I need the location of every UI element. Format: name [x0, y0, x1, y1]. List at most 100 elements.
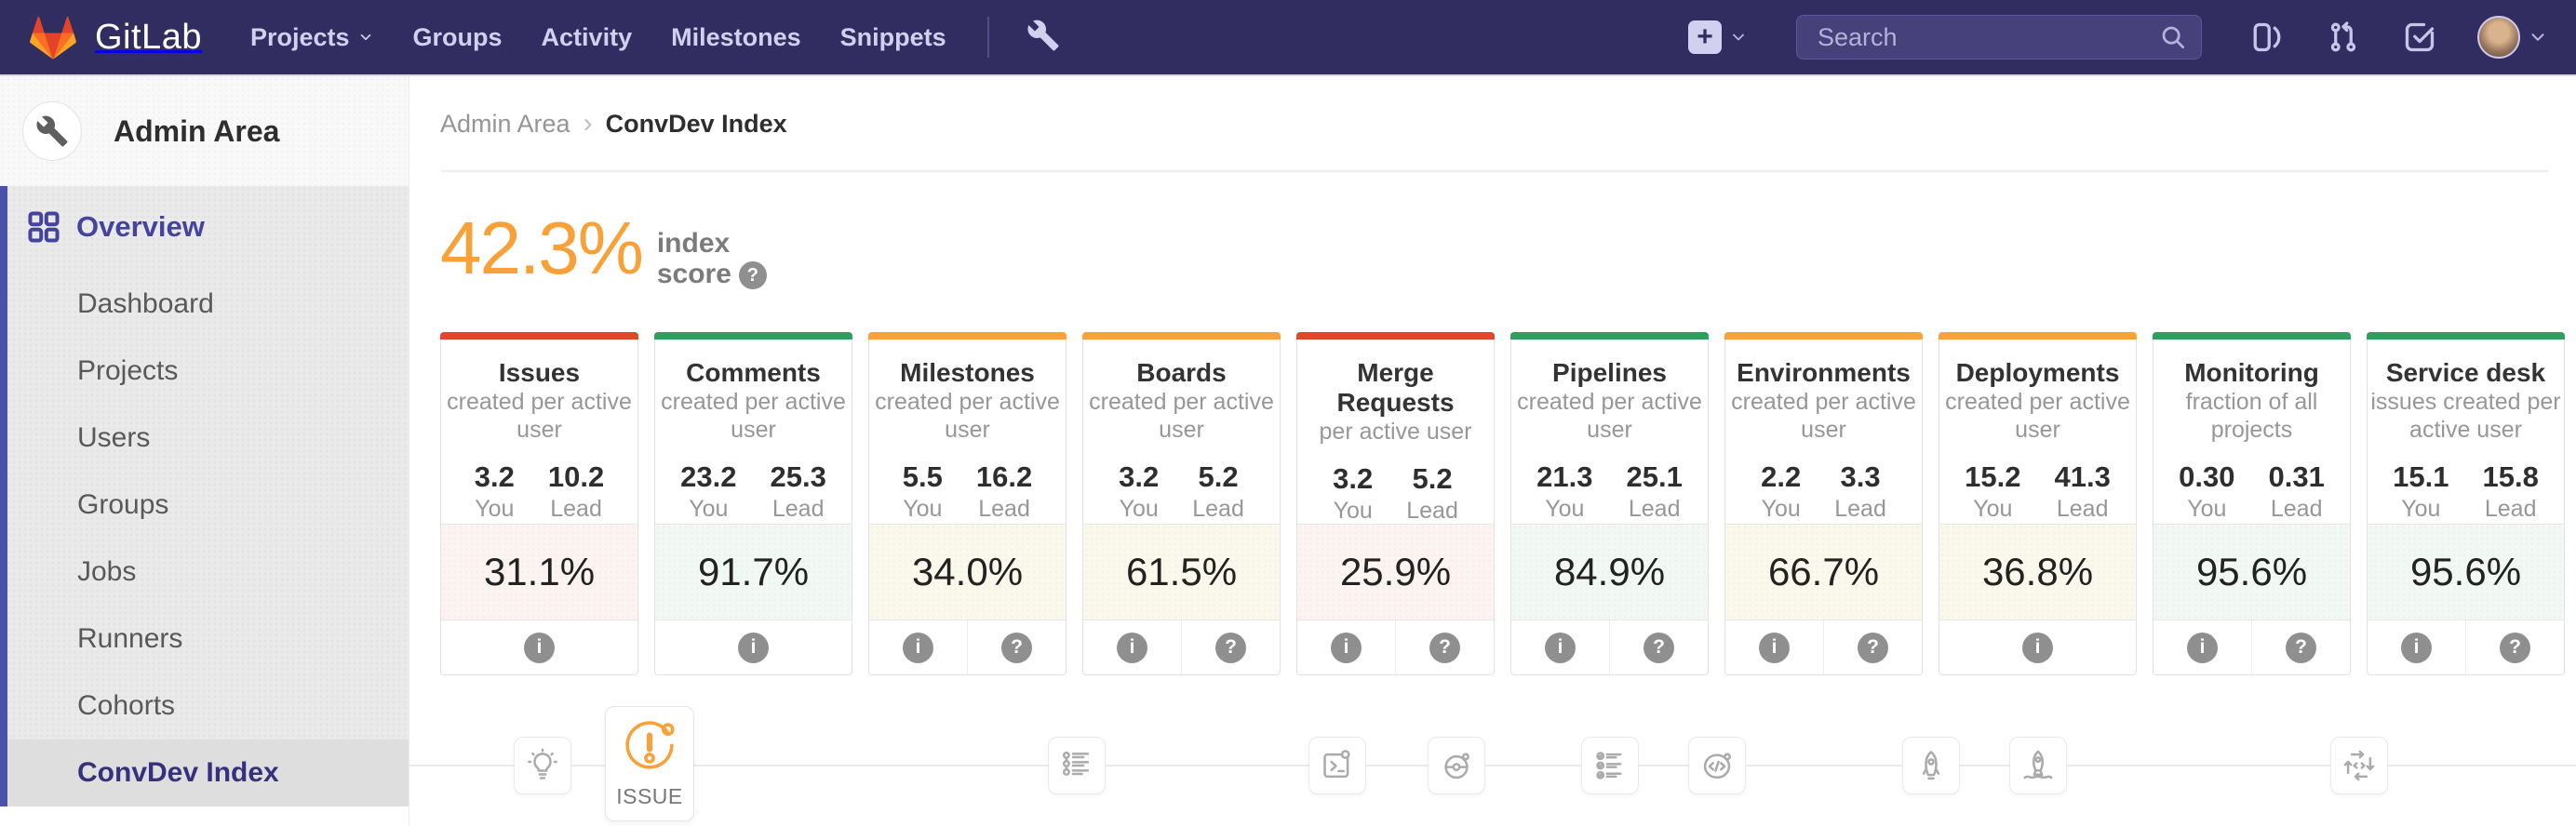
card-score: 61.5%	[1083, 524, 1280, 620]
nav-separator	[986, 17, 989, 58]
sidebar-item-users[interactable]: Users	[77, 422, 151, 453]
sidebar-item-projects[interactable]: Projects	[77, 355, 179, 386]
card-subtitle: created per active user	[875, 389, 1060, 443]
sidebar-item-convdev-index[interactable]: ConvDev Index	[0, 739, 409, 806]
help-icon[interactable]: ?	[1395, 620, 1494, 674]
card-footer: i	[655, 620, 852, 674]
help-icon[interactable]: ?	[2465, 620, 2564, 674]
card-accent-bar	[868, 332, 1067, 340]
card-accent-bar	[1510, 332, 1709, 340]
card-accent-bar	[2153, 332, 2351, 340]
help-icon[interactable]: ?	[1181, 620, 1280, 674]
logo-text: GitLab	[95, 17, 202, 57]
card-subtitle: created per active user	[1731, 389, 1916, 443]
sidebar-item-runners[interactable]: Runners	[77, 623, 183, 654]
info-icon[interactable]: i	[655, 620, 852, 674]
card-title: Boards	[1136, 358, 1227, 387]
card-accent-bar	[1939, 332, 2137, 340]
sidebar-nav: Overview Dashboard Projects Users Groups…	[0, 186, 409, 806]
test-icon	[1581, 737, 1639, 794]
card-footer: i ?	[2368, 620, 2564, 674]
card-header: Comments created per active user 23.2 Yo…	[655, 340, 852, 524]
help-icon[interactable]: ?	[738, 261, 767, 290]
breadcrumb-admin-area[interactable]: Admin Area	[440, 109, 570, 138]
sidebar-header: Admin Area	[0, 76, 409, 186]
feedback-icon	[2330, 737, 2388, 794]
admin-wrench-icon[interactable]	[1026, 19, 1060, 57]
staging-icon	[1902, 737, 1960, 794]
plan-icon	[1048, 737, 1106, 794]
info-icon[interactable]: i	[2153, 620, 2251, 674]
nav-milestones[interactable]: Milestones	[671, 22, 801, 51]
search-input[interactable]	[1796, 15, 2202, 60]
card-score: 84.9%	[1511, 524, 1708, 620]
help-icon[interactable]: ?	[1609, 620, 1708, 674]
merge-request-icon[interactable]	[2327, 20, 2360, 54]
you-label: You	[1973, 496, 2013, 522]
info-icon[interactable]: i	[1083, 620, 1181, 674]
info-icon[interactable]: i	[441, 620, 637, 674]
card-subtitle: created per active user	[1089, 389, 1274, 443]
lead-label: Lead	[550, 496, 602, 522]
help-icon[interactable]: ?	[967, 620, 1066, 674]
card-header: Pipelines created per active user 21.3 Y…	[1511, 340, 1708, 524]
breadcrumb-separator: ›	[583, 108, 593, 139]
grid-icon	[28, 211, 60, 243]
info-icon[interactable]: i	[1511, 620, 1609, 674]
help-icon[interactable]: ?	[2251, 620, 2350, 674]
sidebar-item-overview[interactable]: Overview	[0, 197, 409, 257]
help-icon[interactable]: ?	[1823, 620, 1922, 674]
nav-snippets[interactable]: Snippets	[839, 22, 946, 51]
todos-icon[interactable]	[2403, 20, 2436, 54]
card-values: 3.2 You 5.2 Lead	[1297, 462, 1494, 525]
card-values: 15.1 You 15.8 Lead	[2368, 460, 2564, 523]
card-title: Service desk	[2385, 358, 2546, 387]
issues-icon[interactable]	[2250, 20, 2284, 54]
index-score-value: 42.3%	[440, 206, 644, 289]
metric-card: Merge Requests per active user 3.2 You 5…	[1296, 332, 1495, 675]
you-label: You	[903, 496, 943, 522]
nav-projects[interactable]: Projects	[250, 23, 374, 52]
lead-value: 0.31	[2268, 460, 2325, 493]
card-header: Boards created per active user 3.2 You 5…	[1083, 340, 1280, 524]
navbar-icons	[2250, 20, 2436, 54]
wrench-icon	[22, 101, 82, 161]
card-values: 2.2 You 3.3 Lead	[1725, 460, 1922, 523]
lead-value: 41.3	[2054, 460, 2111, 493]
card-title: Milestones	[900, 358, 1035, 387]
metric-card: Monitoring fraction of all projects 0.30…	[2153, 332, 2351, 675]
sidebar-item-cohorts[interactable]: Cohorts	[77, 690, 176, 721]
top-navbar: GitLab Projects Groups Activity Mileston…	[0, 0, 2576, 76]
info-icon[interactable]: i	[2368, 620, 2465, 674]
new-menu[interactable]: +	[1688, 20, 1748, 54]
card-header: Issues created per active user 3.2 You 1…	[441, 340, 637, 524]
sidebar-item-dashboard[interactable]: Dashboard	[77, 288, 214, 319]
you-value: 2.2	[1761, 460, 1802, 493]
info-icon[interactable]: i	[1939, 620, 2136, 674]
card-values: 0.30 You 0.31 Lead	[2153, 460, 2350, 523]
you-value: 21.3	[1536, 460, 1593, 493]
card-values: 3.2 You 10.2 Lead	[441, 460, 637, 523]
admin-sidebar: Admin Area Overview Dashboard Projects U…	[0, 76, 409, 826]
code-icon	[1308, 737, 1366, 794]
card-score: 91.7%	[655, 524, 852, 620]
card-values: 3.2 You 5.2 Lead	[1083, 460, 1280, 523]
sidebar-item-groups[interactable]: Groups	[77, 489, 169, 520]
production-icon	[2009, 737, 2067, 794]
info-icon[interactable]: i	[869, 620, 967, 674]
card-subtitle: issues created per active user	[2370, 389, 2561, 443]
nav-groups[interactable]: Groups	[412, 22, 503, 51]
gitlab-logo[interactable]: GitLab	[28, 13, 202, 61]
lead-label: Lead	[2484, 496, 2537, 522]
metric-card: Pipelines created per active user 21.3 Y…	[1510, 332, 1709, 675]
card-title: Deployments	[1955, 358, 2120, 387]
user-avatar[interactable]	[2477, 16, 2520, 59]
sidebar-item-jobs[interactable]: Jobs	[77, 556, 137, 587]
metric-cards: Issues created per active user 3.2 You 1…	[440, 332, 2576, 675]
info-icon[interactable]: i	[1725, 620, 1823, 674]
breadcrumb: Admin Area › ConvDev Index	[409, 76, 2576, 140]
card-accent-bar	[1724, 332, 1923, 340]
commit-icon	[1428, 737, 1485, 794]
info-icon[interactable]: i	[1297, 620, 1395, 674]
nav-activity[interactable]: Activity	[541, 22, 633, 51]
